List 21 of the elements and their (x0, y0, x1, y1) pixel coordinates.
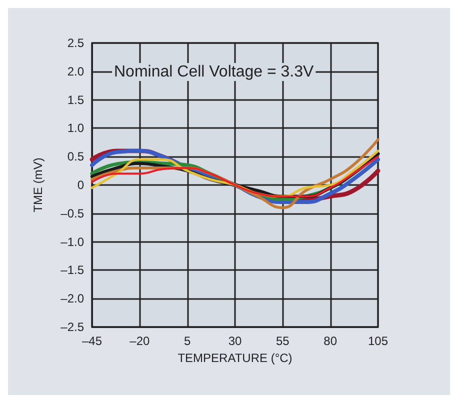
y-tick-label: 2.5 (67, 36, 84, 50)
x-tick-label: 5 (184, 334, 191, 348)
annotation: Nominal Cell Voltage = 3.3V (114, 64, 314, 80)
y-tick-label: 2.0 (67, 64, 84, 78)
x-tick-label: 105 (368, 334, 388, 348)
y-tick-label: –2.0 (60, 292, 84, 306)
x-tick-label: 55 (276, 334, 290, 348)
x-tick-label: –45 (82, 334, 102, 348)
y-tick-label: 1.5 (67, 92, 84, 107)
y-tick-label: –2.5 (60, 320, 84, 334)
y-axis-title: TME (mV) (31, 158, 45, 212)
y-tick-label: –1.0 (60, 234, 84, 249)
x-axis-title: TEMPERATURE (°C) (178, 350, 292, 365)
y-tick-label: 1.0 (67, 121, 84, 136)
y-tick-label: –1.5 (60, 263, 84, 278)
y-tick-label: 0.5 (67, 150, 84, 164)
y-tick-label: 0 (77, 178, 84, 192)
x-tick-label: 30 (228, 334, 242, 348)
y-tick-label: –0.5 (60, 206, 84, 220)
x-tick-label: –20 (130, 334, 150, 348)
x-tick-label: 80 (324, 334, 338, 348)
